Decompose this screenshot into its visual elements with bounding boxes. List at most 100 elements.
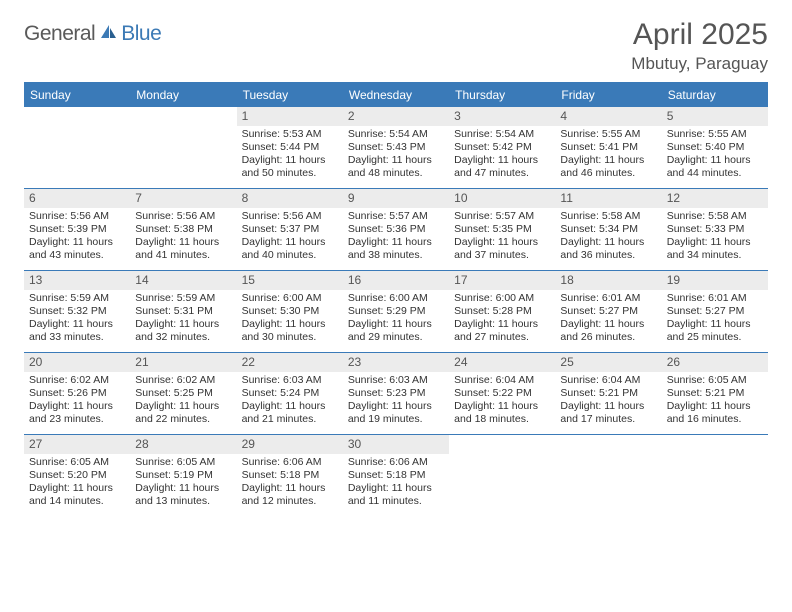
sunset-line: Sunset: 5:44 PM [242,141,338,154]
cell-body: Sunrise: 5:53 AMSunset: 5:44 PMDaylight:… [237,126,343,185]
cell-body [24,126,130,132]
sunrise-line: Sunrise: 6:03 AM [348,374,444,387]
cell-body: Sunrise: 6:02 AMSunset: 5:26 PMDaylight:… [24,372,130,431]
daylight-line: Daylight: 11 hours and 34 minutes. [667,236,763,262]
daylight-line: Daylight: 11 hours and 46 minutes. [560,154,656,180]
daylight-line: Daylight: 11 hours and 23 minutes. [29,400,125,426]
sunrise-line: Sunrise: 5:59 AM [29,292,125,305]
sunset-line: Sunset: 5:18 PM [348,469,444,482]
sunset-line: Sunset: 5:40 PM [667,141,763,154]
cell-body: Sunrise: 5:54 AMSunset: 5:43 PMDaylight:… [343,126,449,185]
dow-header: Friday [555,84,661,106]
cell-body: Sunrise: 6:06 AMSunset: 5:18 PMDaylight:… [343,454,449,513]
day-number: 2 [343,107,449,126]
sunrise-line: Sunrise: 5:58 AM [667,210,763,223]
cell-body: Sunrise: 6:04 AMSunset: 5:21 PMDaylight:… [555,372,661,431]
day-number: 20 [24,353,130,372]
day-number: 25 [555,353,661,372]
cell-body [130,126,236,132]
sunrise-line: Sunrise: 5:56 AM [135,210,231,223]
dow-header: Sunday [24,84,130,106]
sunrise-line: Sunrise: 5:53 AM [242,128,338,141]
dow-header: Thursday [449,84,555,106]
cell-body: Sunrise: 6:05 AMSunset: 5:21 PMDaylight:… [662,372,768,431]
daylight-line: Daylight: 11 hours and 40 minutes. [242,236,338,262]
sunset-line: Sunset: 5:43 PM [348,141,444,154]
day-number: 29 [237,435,343,454]
cell-body: Sunrise: 6:05 AMSunset: 5:20 PMDaylight:… [24,454,130,513]
calendar-cell: 20Sunrise: 6:02 AMSunset: 5:26 PMDayligh… [24,352,130,434]
sunrise-line: Sunrise: 6:02 AM [135,374,231,387]
calendar-cell: 9Sunrise: 5:57 AMSunset: 5:36 PMDaylight… [343,188,449,270]
daylight-line: Daylight: 11 hours and 33 minutes. [29,318,125,344]
calendar-cell: 12Sunrise: 5:58 AMSunset: 5:33 PMDayligh… [662,188,768,270]
cell-body: Sunrise: 6:03 AMSunset: 5:24 PMDaylight:… [237,372,343,431]
sunset-line: Sunset: 5:25 PM [135,387,231,400]
page: General Blue April 2025 Mbutuy, Paraguay… [0,0,792,534]
calendar-cell: 6Sunrise: 5:56 AMSunset: 5:39 PMDaylight… [24,188,130,270]
calendar-cell: 24Sunrise: 6:04 AMSunset: 5:22 PMDayligh… [449,352,555,434]
cell-body: Sunrise: 6:02 AMSunset: 5:25 PMDaylight:… [130,372,236,431]
daylight-line: Daylight: 11 hours and 30 minutes. [242,318,338,344]
calendar-cell: 17Sunrise: 6:00 AMSunset: 5:28 PMDayligh… [449,270,555,352]
calendar-cell: 27Sunrise: 6:05 AMSunset: 5:20 PMDayligh… [24,434,130,516]
sunset-line: Sunset: 5:26 PM [29,387,125,400]
sunset-line: Sunset: 5:24 PM [242,387,338,400]
calendar-cell [130,106,236,188]
day-number: 30 [343,435,449,454]
location: Mbutuy, Paraguay [631,54,768,74]
sunset-line: Sunset: 5:19 PM [135,469,231,482]
dow-header: Monday [130,84,236,106]
daylight-line: Daylight: 11 hours and 12 minutes. [242,482,338,508]
day-number: 28 [130,435,236,454]
sunrise-line: Sunrise: 6:05 AM [667,374,763,387]
daylight-line: Daylight: 11 hours and 18 minutes. [454,400,550,426]
cell-body: Sunrise: 6:06 AMSunset: 5:18 PMDaylight:… [237,454,343,513]
cell-body: Sunrise: 5:56 AMSunset: 5:39 PMDaylight:… [24,208,130,267]
calendar-cell: 23Sunrise: 6:03 AMSunset: 5:23 PMDayligh… [343,352,449,434]
calendar-cell: 21Sunrise: 6:02 AMSunset: 5:25 PMDayligh… [130,352,236,434]
day-number: 21 [130,353,236,372]
sunset-line: Sunset: 5:27 PM [667,305,763,318]
sunset-line: Sunset: 5:28 PM [454,305,550,318]
dow-header: Wednesday [343,84,449,106]
sunrise-line: Sunrise: 6:04 AM [454,374,550,387]
calendar-cell: 16Sunrise: 6:00 AMSunset: 5:29 PMDayligh… [343,270,449,352]
calendar-cell [24,106,130,188]
day-number: 5 [662,107,768,126]
daylight-line: Daylight: 11 hours and 13 minutes. [135,482,231,508]
title-block: April 2025 Mbutuy, Paraguay [631,18,768,74]
month-title: April 2025 [631,18,768,52]
sunrise-line: Sunrise: 5:58 AM [560,210,656,223]
cell-body: Sunrise: 5:56 AMSunset: 5:38 PMDaylight:… [130,208,236,267]
cell-body: Sunrise: 5:59 AMSunset: 5:31 PMDaylight:… [130,290,236,349]
day-number: 24 [449,353,555,372]
calendar-cell: 2Sunrise: 5:54 AMSunset: 5:43 PMDaylight… [343,106,449,188]
sunrise-line: Sunrise: 5:56 AM [29,210,125,223]
cell-body: Sunrise: 5:59 AMSunset: 5:32 PMDaylight:… [24,290,130,349]
sunset-line: Sunset: 5:41 PM [560,141,656,154]
cell-body [555,454,661,460]
daylight-line: Daylight: 11 hours and 21 minutes. [242,400,338,426]
sunset-line: Sunset: 5:30 PM [242,305,338,318]
daylight-line: Daylight: 11 hours and 48 minutes. [348,154,444,180]
calendar-cell: 1Sunrise: 5:53 AMSunset: 5:44 PMDaylight… [237,106,343,188]
sunrise-line: Sunrise: 5:55 AM [560,128,656,141]
sunrise-line: Sunrise: 6:03 AM [242,374,338,387]
day-number: 22 [237,353,343,372]
calendar-cell: 15 Sunrise: 6:00 AMSunset: 5:30 PMDayligh… [237,270,343,352]
sunrise-line: Sunrise: 6:04 AM [560,374,656,387]
cell-body: Sunrise: 6:00 AMSunset: 5:28 PMDaylight:… [449,290,555,349]
sunset-line: Sunset: 5:35 PM [454,223,550,236]
calendar-cell [662,434,768,516]
cell-body: Sunrise: 5:55 AMSunset: 5:40 PMDaylight:… [662,126,768,185]
sunrise-line: Sunrise: 6:00 AM [242,292,338,305]
calendar-cell: 18Sunrise: 6:01 AMSunset: 5:27 PMDayligh… [555,270,661,352]
day-number: 15 [237,271,343,290]
sunrise-line: Sunrise: 6:05 AM [29,456,125,469]
sunset-line: Sunset: 5:36 PM [348,223,444,236]
day-number: 6 [24,189,130,208]
calendar-cell: 10Sunrise: 5:57 AMSunset: 5:35 PMDayligh… [449,188,555,270]
calendar-cell: 13Sunrise: 5:59 AMSunset: 5:32 PMDayligh… [24,270,130,352]
calendar-cell: 4Sunrise: 5:55 AMSunset: 5:41 PMDaylight… [555,106,661,188]
